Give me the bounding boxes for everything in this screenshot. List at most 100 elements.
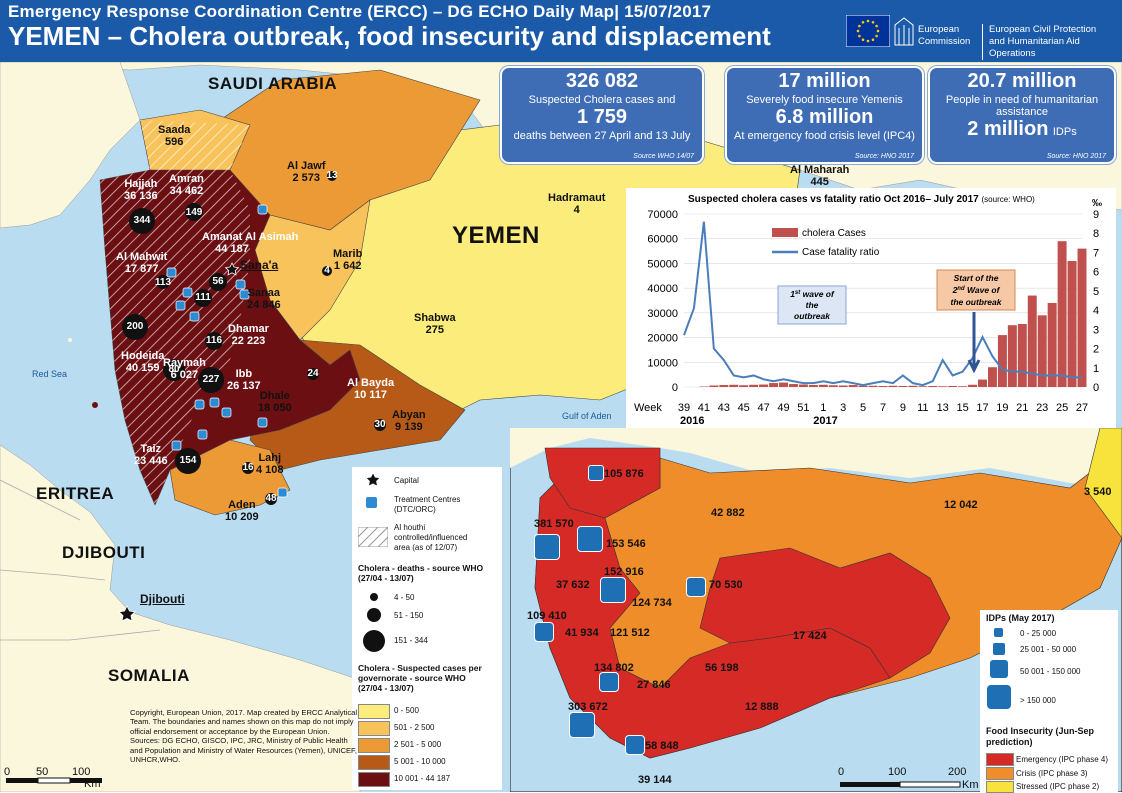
case-bar (849, 385, 858, 387)
eu-flag-icon (846, 15, 890, 47)
svg-text:outbreak: outbreak (794, 311, 831, 321)
idp-size-icon (994, 628, 1003, 637)
x-tick-label: 25 (1056, 402, 1068, 414)
x-tick-label: 1 (820, 402, 826, 414)
idp-class-2: 25 001 - 50 000 (1020, 645, 1076, 654)
idp-label: 12 042 (944, 499, 978, 511)
copyright-note: Copyright, European Union, 2017. Map cre… (130, 708, 360, 764)
x-tick-label: 43 (718, 402, 730, 414)
idp-label: 105 876 (604, 468, 644, 480)
case-bar (998, 335, 1007, 387)
y-tick-label: 70000 (647, 209, 678, 221)
idp-person-icon (534, 622, 554, 642)
main-scale-0: 0 (4, 766, 10, 778)
death-value: 13 (320, 170, 344, 181)
idp-person-icon (569, 712, 595, 738)
idp-label: 109 410 (527, 610, 567, 622)
x-tick-label: 3 (840, 402, 846, 414)
svg-text:the outbreak: the outbreak (950, 297, 1002, 307)
idp-label: 124 734 (632, 597, 672, 609)
x-tick-label: 27 (1076, 402, 1088, 414)
idp-person-icon (577, 526, 603, 552)
x-tick-label: 45 (738, 402, 750, 414)
x-tick-label: 11 (917, 402, 928, 414)
y-tick-label: 0 (672, 382, 678, 394)
cholera-chart: Suspected cholera cases vs fatality rati… (626, 188, 1116, 428)
x-tick-label: 51 (797, 402, 809, 414)
death-value: 4 (315, 265, 339, 276)
idp-label: 58 848 (645, 740, 679, 752)
case-bar (978, 380, 987, 387)
case-bar (888, 386, 897, 387)
ec-building-icon (893, 15, 915, 47)
death-value: 24 (301, 368, 325, 379)
idp-label: 41 934 (565, 627, 599, 639)
inset-scale-0: 0 (838, 766, 844, 778)
houthi-hatch-swatch (358, 527, 388, 547)
idp-legend-title: IDPs (May 2017) (986, 613, 1055, 623)
capital-star-icon (366, 473, 380, 487)
annotation-second-wave-l1: Start of the (954, 273, 999, 283)
x-tick-label: 15 (956, 402, 968, 414)
y-tick-label: 20000 (647, 333, 678, 345)
legend-cfr-label: Case fatality ratio (802, 247, 880, 258)
deaths-class-1: 4 - 50 (394, 593, 414, 602)
x-tick-label: 13 (937, 402, 949, 414)
food-swatch-emergency (986, 753, 1014, 766)
chart-right-unit: ‰ (1092, 198, 1102, 209)
djibouti-label: DJIBOUTI (62, 543, 145, 563)
food-class-emergency: Emergency (IPC phase 4) (1016, 755, 1108, 764)
x-tick-label: 21 (1016, 402, 1028, 414)
case-bar (898, 386, 907, 387)
somalia-label: SOMALIA (108, 666, 190, 686)
idp-label: 39 144 (638, 774, 672, 786)
y2-tick-label: 0 (1093, 382, 1099, 394)
y-tick-label: 40000 (647, 283, 678, 295)
deaths-class-2: 51 - 150 (394, 611, 423, 620)
case-bar (1058, 241, 1067, 387)
case-bar (1008, 325, 1017, 387)
cases-class-legend: 0 - 500 501 - 2 500 2 501 - 5 000 5 001 … (352, 702, 502, 790)
cases-swatch-5 (358, 772, 390, 787)
idp-person-icon (686, 577, 706, 597)
death-value: 344 (130, 215, 154, 226)
djibouti-capital-label: Djibouti (140, 593, 185, 605)
case-bar (749, 385, 758, 387)
idp-label: 27 846 (637, 679, 671, 691)
case-bar (769, 383, 778, 387)
food-swatch-stressed (986, 781, 1014, 793)
food-swatch-crisis (986, 767, 1014, 780)
x-tick-label: 9 (900, 402, 906, 414)
idp-person-icon (625, 735, 645, 755)
year-label-2017: 2017 (813, 415, 837, 427)
x-tick-label: 7 (880, 402, 886, 414)
idp-label: 121 512 (610, 627, 650, 639)
y-tick-label: 50000 (647, 258, 678, 270)
case-bar (1018, 324, 1027, 387)
death-value: 200 (123, 321, 147, 332)
death-value: 111 (191, 292, 215, 303)
case-bar (809, 385, 818, 387)
stat-box-food: 17 million Severely food insecure Yemeni… (725, 66, 924, 164)
y2-tick-label: 5 (1093, 286, 1099, 298)
cases-swatch-3 (358, 738, 390, 753)
inset-scale-unit: Km (962, 779, 979, 791)
idp-label: 153 546 (606, 538, 646, 550)
death-value: 80 (162, 364, 186, 375)
page-title: YEMEN – Cholera outbreak, food insecurit… (8, 21, 771, 52)
stat-box-humanitarian: 20.7 million People in need of humanitar… (928, 66, 1116, 164)
case-bar (729, 385, 738, 387)
death-value: 48 (259, 493, 283, 504)
idp-label: 12 888 (745, 701, 779, 713)
cases-swatch-4 (358, 755, 390, 770)
